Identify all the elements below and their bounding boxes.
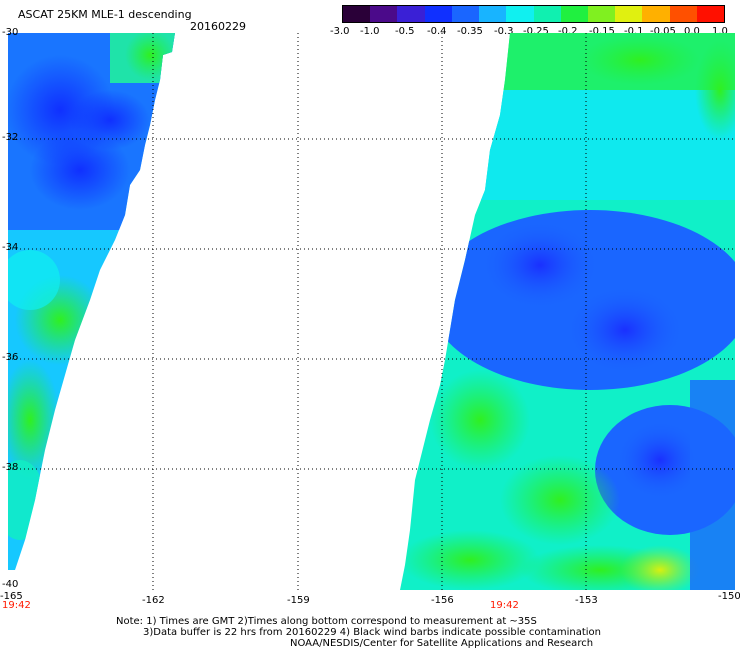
- colorbar-label: 1.0: [712, 26, 728, 37]
- colorbar-label: -3.0: [330, 26, 350, 37]
- colorbar-swatch: [642, 6, 670, 22]
- lat-label: -34: [2, 242, 19, 253]
- colorbar-label: 0.0: [684, 26, 700, 37]
- note-line-3: NOAA/NESDIS/Center for Satellite Applica…: [290, 638, 594, 649]
- colorbar-swatch: [696, 6, 725, 22]
- colorbar-label: -0.2: [558, 26, 578, 37]
- pass-time: 19:42: [2, 600, 31, 611]
- lon-label: -165: [0, 591, 23, 602]
- colorbar-label: -0.05: [650, 26, 676, 37]
- colorbar-label: -0.15: [589, 26, 615, 37]
- colorbar-label: -1.0: [360, 26, 380, 37]
- colorbar-swatch: [669, 6, 697, 22]
- lon-label: -153: [575, 595, 598, 606]
- note-line-1: Note: 1) Times are GMT 2)Times along bot…: [116, 616, 537, 627]
- colorbar: [342, 5, 725, 23]
- grid-lines: [8, 33, 735, 590]
- colorbar-swatch: [451, 6, 480, 22]
- map-title: ASCAT 25KM MLE-1 descending: [18, 8, 192, 21]
- lon-label: -156: [431, 595, 454, 606]
- colorbar-swatch: [615, 6, 643, 22]
- map-date: 20160229: [190, 20, 246, 33]
- colorbar-label: -0.35: [457, 26, 483, 37]
- note-line-2: 3)Data buffer is 22 hrs from 20160229 4)…: [143, 627, 601, 638]
- colorbar-swatch: [370, 6, 398, 22]
- colorbar-swatch: [533, 6, 561, 22]
- lon-label: -159: [287, 595, 310, 606]
- pass-time: 19:42: [490, 600, 519, 611]
- colorbar-swatch: [479, 6, 507, 22]
- lat-label: -40: [2, 579, 19, 590]
- lon-label: -162: [142, 595, 165, 606]
- colorbar-label: -0.25: [523, 26, 549, 37]
- colorbar-swatch: [587, 6, 616, 22]
- colorbar-swatch: [506, 6, 534, 22]
- colorbar-swatch: [560, 6, 588, 22]
- lat-label: -38: [2, 462, 19, 473]
- colorbar-swatch: [424, 6, 452, 22]
- lat-label: -36: [2, 352, 19, 363]
- colorbar-swatch: [397, 6, 425, 22]
- colorbar-label: -0.1: [624, 26, 644, 37]
- lon-label: -150: [718, 591, 740, 602]
- lat-label: -32: [2, 132, 19, 143]
- colorbar-label: -0.4: [427, 26, 447, 37]
- colorbar-label: -0.3: [494, 26, 514, 37]
- colorbar-label: -0.5: [395, 26, 415, 37]
- colorbar-swatch: [343, 6, 371, 22]
- lat-label: -30: [2, 27, 19, 38]
- right-swath: [400, 33, 735, 590]
